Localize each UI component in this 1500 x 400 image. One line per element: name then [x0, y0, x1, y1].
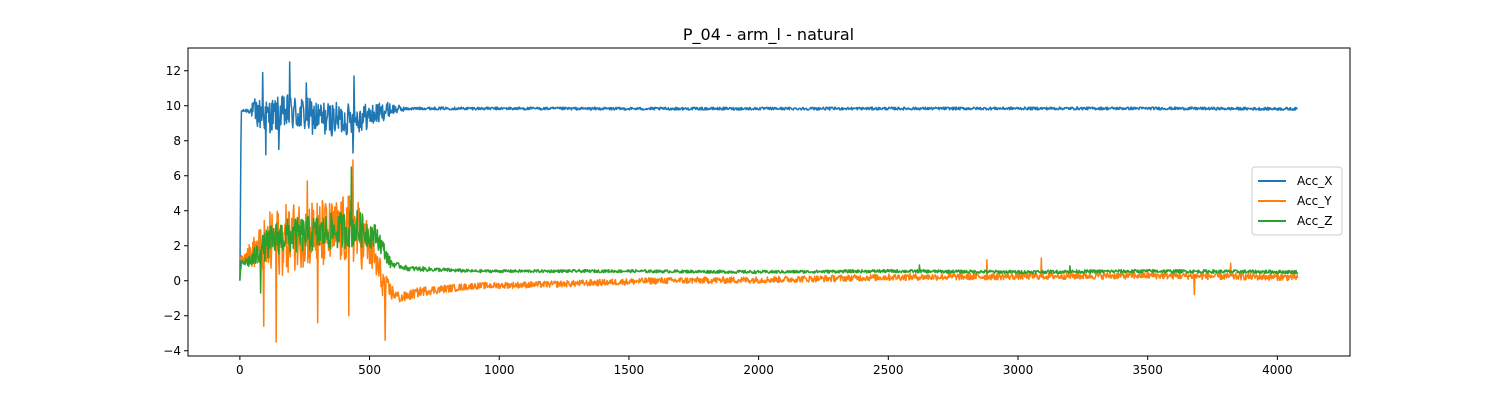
y-axis: −4 −2 0 2 4 6 8 10 12 [163, 64, 188, 358]
plot-area [239, 61, 1299, 343]
legend-label: Acc_Y [1297, 194, 1332, 208]
x-tick-label: 2000 [743, 363, 774, 377]
y-tick-label: 12 [166, 64, 181, 78]
y-tick-label: −2 [163, 309, 181, 323]
x-tick-label: 4000 [1262, 363, 1293, 377]
legend-label: Acc_X [1297, 174, 1332, 188]
y-tick-label: −4 [163, 344, 181, 358]
x-tick-label: 2500 [873, 363, 904, 377]
x-axis: 0 500 1000 1500 2000 2500 3000 3500 4000 [236, 356, 1293, 377]
x-tick-label: 0 [236, 363, 244, 377]
legend: Acc_X Acc_Y Acc_Z [1251, 166, 1343, 236]
legend-frame [1251, 166, 1343, 236]
y-tick-label: 4 [173, 204, 181, 218]
x-tick-label: 3000 [1003, 363, 1034, 377]
series-line-acc-y [239, 159, 1299, 343]
y-tick-label: 10 [166, 99, 181, 113]
y-tick-label: 0 [173, 274, 181, 288]
x-tick-label: 1500 [614, 363, 645, 377]
chart-title: P_04 - arm_l - natural [683, 25, 854, 45]
series-line-acc-x [239, 61, 1299, 281]
y-tick-label: 2 [173, 239, 181, 253]
x-tick-label: 500 [358, 363, 381, 377]
series-line-acc-z [239, 166, 1299, 294]
y-tick-label: 6 [173, 169, 181, 183]
x-tick-label: 3500 [1132, 363, 1163, 377]
x-tick-label: 1000 [484, 363, 515, 377]
y-tick-label: 8 [173, 134, 181, 148]
axes-frame [187, 47, 1351, 357]
legend-label: Acc_Z [1297, 214, 1332, 228]
